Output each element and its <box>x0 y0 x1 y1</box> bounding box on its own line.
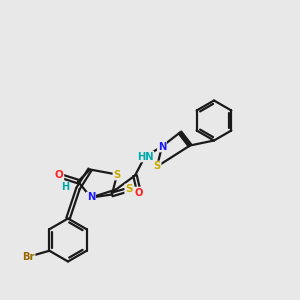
Text: Br: Br <box>22 252 34 262</box>
Text: N: N <box>87 193 95 202</box>
Text: S: S <box>153 161 161 172</box>
Text: N: N <box>158 142 166 152</box>
Text: HN: HN <box>137 152 153 161</box>
Text: O: O <box>135 188 143 197</box>
Text: S: S <box>125 184 133 194</box>
Text: H: H <box>61 182 69 193</box>
Text: O: O <box>55 170 63 181</box>
Text: S: S <box>113 169 121 179</box>
